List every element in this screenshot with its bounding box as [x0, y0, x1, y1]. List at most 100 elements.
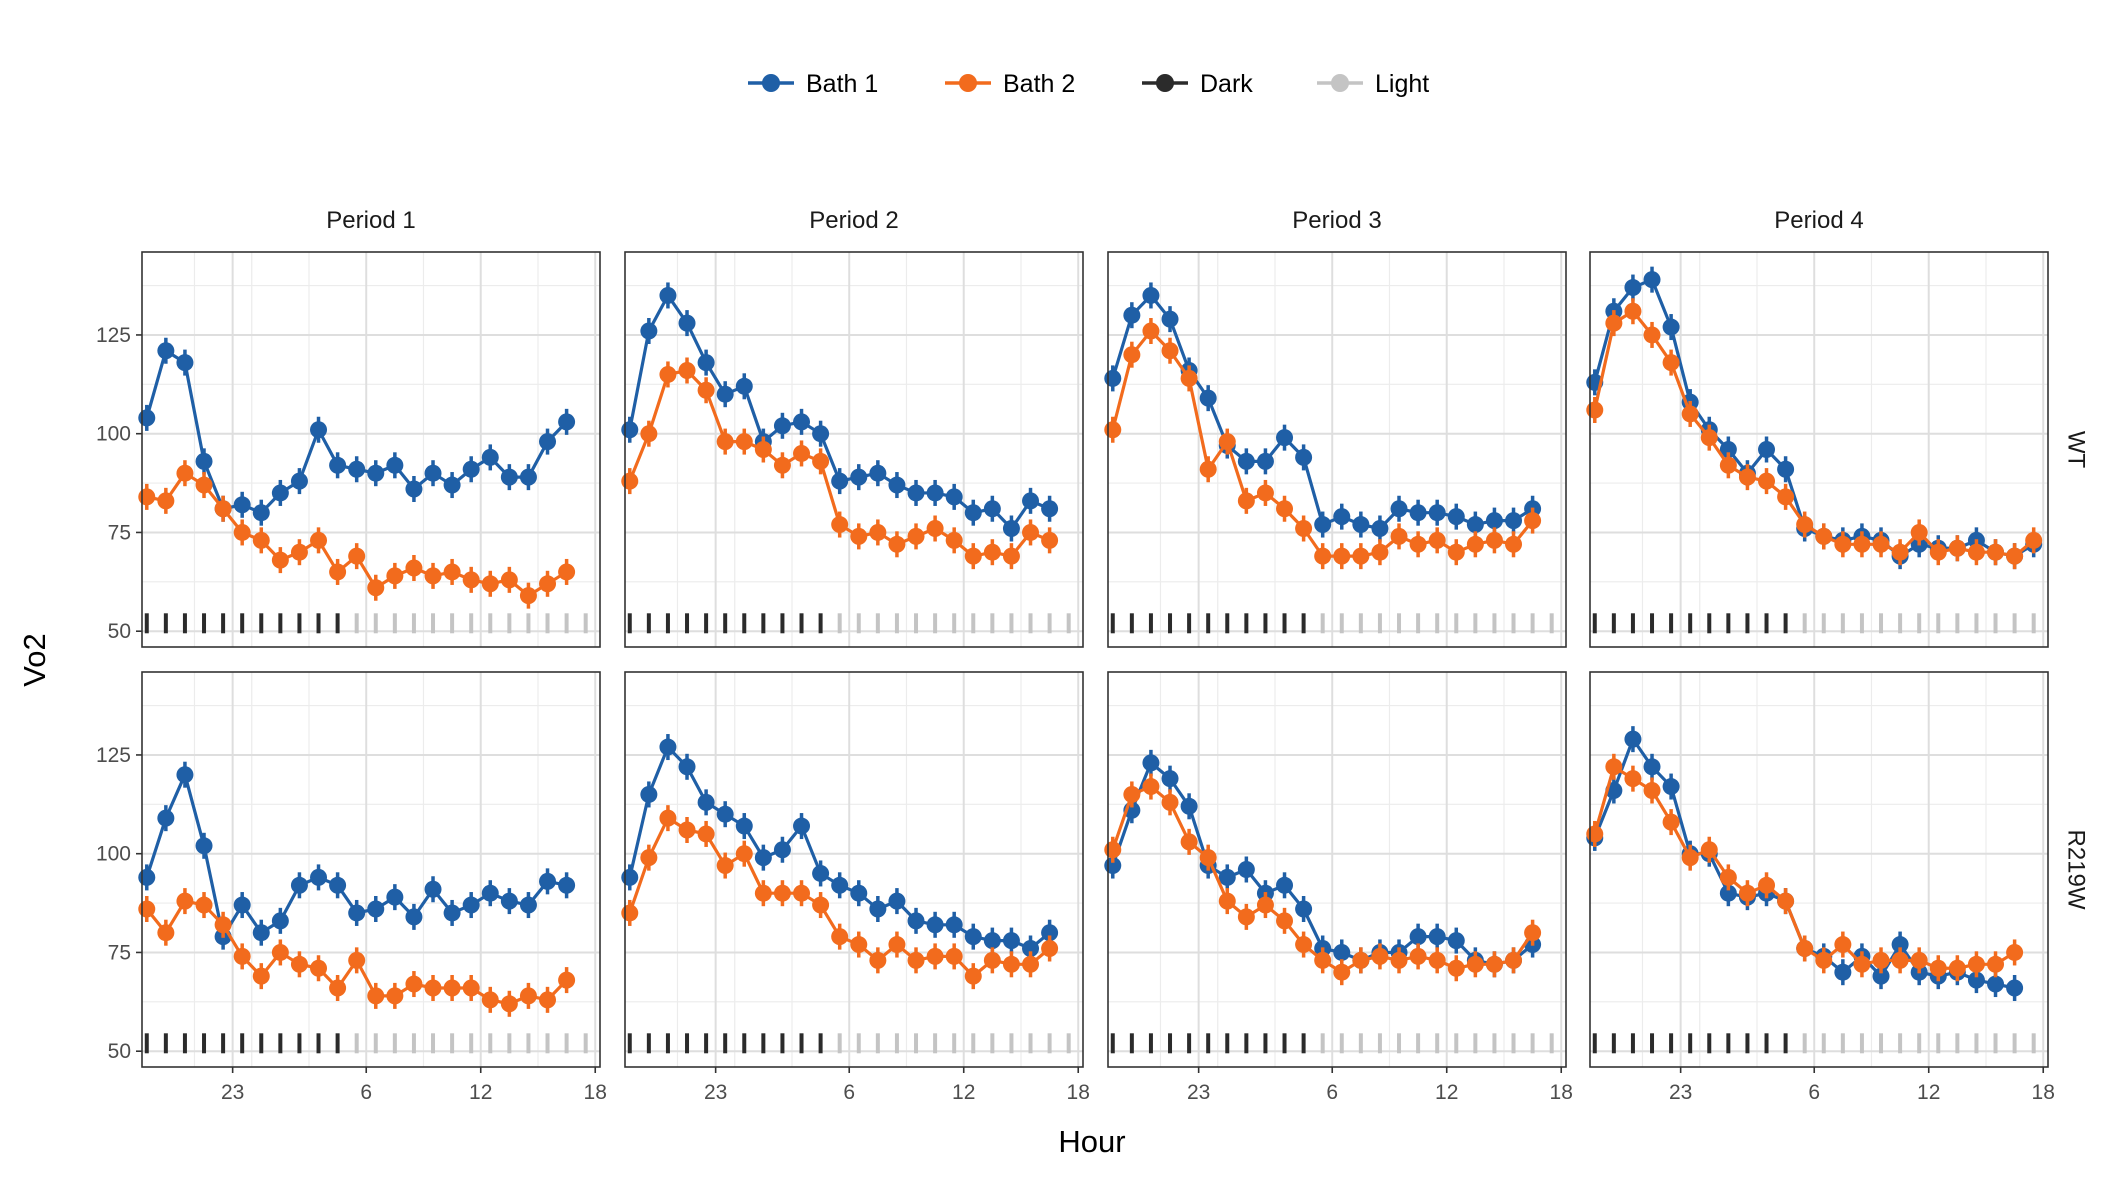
data-point: [271, 484, 289, 502]
facet-strip-label: Period 3: [1292, 207, 1381, 234]
data-point: [869, 951, 887, 969]
data-point: [252, 504, 270, 522]
data-point: [519, 587, 537, 605]
data-point: [1700, 841, 1718, 859]
data-point: [1872, 535, 1890, 553]
data-point: [1586, 401, 1604, 419]
data-point: [1891, 951, 1909, 969]
data-point: [1796, 940, 1814, 957]
data-point: [1022, 523, 1040, 541]
data-point: [1276, 912, 1294, 930]
data-point: [793, 817, 811, 835]
data-point: [1853, 535, 1871, 553]
data-point: [659, 738, 677, 756]
data-point: [1199, 849, 1217, 867]
data-point: [1142, 286, 1160, 304]
data-point: [754, 884, 772, 902]
data-point: [2006, 979, 2024, 997]
data-point: [195, 476, 213, 494]
data-point: [500, 468, 518, 486]
data-point: [793, 413, 811, 431]
data-point: [1161, 342, 1179, 360]
data-point: [907, 484, 925, 502]
data-point: [926, 484, 944, 502]
data-point: [1041, 924, 1059, 942]
data-point: [1738, 884, 1756, 902]
data-point: [1466, 516, 1484, 534]
data-point: [462, 571, 480, 589]
data-point: [329, 979, 347, 997]
data-point: [1002, 520, 1020, 537]
data-point: [1447, 508, 1465, 526]
data-point: [195, 837, 213, 855]
data-point: [1605, 758, 1623, 776]
data-point: [697, 825, 715, 843]
data-point: [735, 845, 753, 863]
data-point: [157, 924, 175, 942]
data-point: [405, 908, 423, 926]
data-point: [1466, 955, 1484, 973]
data-point: [558, 971, 576, 989]
data-point: [1295, 448, 1313, 466]
data-point: [621, 472, 639, 490]
data-point: [888, 936, 906, 954]
data-point: [386, 888, 404, 906]
data-point: [329, 456, 347, 474]
data-point: [907, 912, 925, 930]
data-point: [500, 892, 518, 910]
data-point: [1002, 547, 1020, 565]
data-point: [1237, 492, 1255, 510]
data-point: [500, 571, 518, 589]
data-point: [329, 876, 347, 894]
data-point: [519, 987, 537, 1005]
data-point: [1428, 531, 1446, 549]
data-point: [1218, 868, 1236, 886]
data-point: [539, 991, 557, 1009]
data-point: [1624, 279, 1642, 297]
data-point: [1142, 778, 1160, 796]
panel-border: [1107, 251, 1567, 648]
facet-panel: [1104, 251, 1567, 648]
legend-key-point: [959, 74, 977, 92]
data-point: [831, 928, 849, 946]
data-point: [678, 821, 696, 839]
x-tick-label: 6: [1326, 1081, 1338, 1104]
data-point: [290, 955, 308, 973]
data-point: [907, 527, 925, 545]
panel-border: [624, 251, 1084, 648]
data-point: [195, 896, 213, 914]
x-tick-label: 23: [1187, 1081, 1210, 1104]
data-point: [157, 342, 175, 360]
legend-label: Bath 1: [806, 70, 878, 98]
data-point: [233, 947, 251, 965]
data-point: [1123, 346, 1141, 364]
data-point: [348, 547, 366, 565]
data-point: [1142, 754, 1160, 772]
data-point: [850, 527, 868, 545]
data-point: [1719, 441, 1737, 458]
data-point: [1123, 785, 1141, 803]
data-point: [1199, 389, 1217, 407]
data-point: [1002, 932, 1020, 950]
data-point: [252, 924, 270, 942]
data-point: [945, 488, 963, 506]
data-point: [964, 967, 982, 985]
data-point: [1987, 543, 2005, 561]
data-point: [1777, 892, 1795, 910]
data-point: [1276, 500, 1294, 518]
data-point: [539, 575, 557, 593]
facet-panels: Period 1 Period 2 Period 3 Period 4 WT R219W 5…: [96, 207, 2090, 1104]
data-point: [1161, 793, 1179, 811]
data-point: [1295, 900, 1313, 918]
data-point: [850, 884, 868, 902]
data-point: [621, 868, 639, 886]
data-point: [348, 904, 366, 922]
data-point: [773, 456, 791, 474]
x-tick-label: 12: [469, 1081, 492, 1104]
data-point: [1605, 314, 1623, 332]
data-point: [1237, 908, 1255, 926]
data-point: [1041, 500, 1059, 518]
data-point: [138, 488, 156, 506]
data-point: [1409, 947, 1427, 965]
